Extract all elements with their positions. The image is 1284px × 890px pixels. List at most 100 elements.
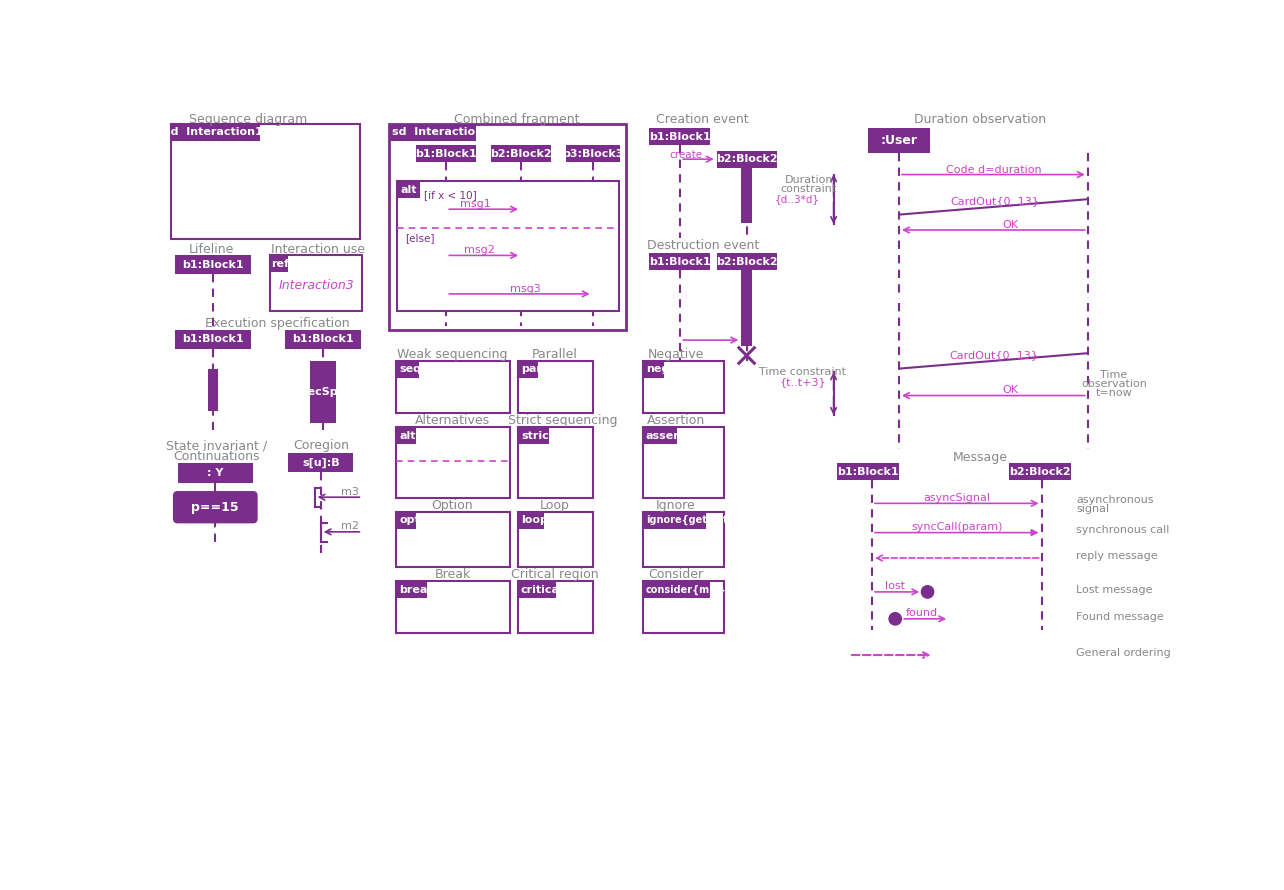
Bar [643,427,677,444]
FancyBboxPatch shape [173,491,258,523]
Bar [517,512,593,567]
Text: Assertion: Assertion [647,415,705,427]
Text: Parallel: Parallel [532,348,578,361]
Bar [741,167,752,223]
Text: Lost message: Lost message [1076,586,1153,595]
Bar [566,145,620,162]
Text: execSpec: execSpec [294,386,353,397]
Text: consider{m,s}: consider{m,s} [646,585,727,595]
Bar [643,361,664,378]
Bar [716,150,777,167]
Bar [285,330,361,349]
Text: General ordering: General ordering [1076,649,1171,659]
Text: b2:Block2: b2:Block2 [490,149,552,158]
Bar [397,361,510,413]
Text: Message: Message [953,450,1008,464]
Text: {t..t+3}: {t..t+3} [779,377,826,387]
Text: Duration: Duration [785,175,833,185]
Text: b1:Block1: b1:Block1 [416,149,478,158]
Text: Time constraint: Time constraint [759,367,846,376]
Text: Time: Time [1100,369,1127,380]
Text: s[u]:B: s[u]:B [302,457,339,467]
Text: b1:Block1: b1:Block1 [293,335,354,344]
Text: reply message: reply message [1076,551,1158,561]
Bar [309,361,336,423]
Bar [397,581,510,634]
Text: b2:Block2: b2:Block2 [715,256,777,267]
Text: [if x < 10]: [if x < 10] [424,190,476,200]
Text: Interaction use: Interaction use [271,243,365,255]
Text: break: break [399,585,435,595]
Text: create: create [669,150,702,159]
Text: strict: strict [521,431,553,441]
Bar [175,330,250,349]
Text: Break: Break [434,569,470,581]
Bar [208,368,218,411]
Text: lost: lost [885,581,905,591]
Text: Code d=duration: Code d=duration [946,165,1041,175]
Text: CardOut{0..13}: CardOut{0..13} [951,196,1040,206]
Circle shape [922,586,933,598]
Text: b2:Block2: b2:Block2 [1009,466,1071,477]
Text: sd  Interaction1: sd Interaction1 [164,127,263,137]
Text: Duration observation: Duration observation [914,113,1046,125]
Text: par: par [521,364,542,375]
Bar [389,124,475,141]
Text: Interaction3: Interaction3 [279,279,354,292]
Text: asyncSignal: asyncSignal [923,493,990,503]
Bar [1009,464,1071,481]
Text: : Y: : Y [207,467,223,478]
Bar [397,512,510,567]
Text: Found message: Found message [1076,612,1163,622]
Bar [517,427,548,444]
Text: alt: alt [399,431,416,441]
Bar [397,581,428,598]
Bar [643,361,723,413]
Text: Ignore: Ignore [656,499,696,512]
Bar [868,128,930,153]
Text: Consider: Consider [648,569,704,581]
Text: p==15: p==15 [191,501,239,514]
Bar [270,255,289,272]
Bar [397,182,619,311]
Bar [643,581,710,598]
Text: syncCall(param): syncCall(param) [912,522,1003,532]
Bar [389,124,627,330]
Bar [517,581,593,634]
Text: CardOut{0..13}: CardOut{0..13} [949,350,1039,360]
Bar [741,270,752,345]
Text: asynchronous: asynchronous [1076,495,1153,506]
Text: OK: OK [1003,221,1018,231]
Bar [716,253,777,270]
Text: :User: :User [881,134,918,147]
Text: Coregion: Coregion [294,439,349,452]
Text: m3: m3 [342,487,360,497]
Bar [270,255,362,311]
Text: assert: assert [646,431,684,441]
Text: found: found [907,608,939,618]
Bar [490,145,551,162]
Text: msg2: msg2 [464,245,494,255]
Bar [397,427,416,444]
Bar [517,581,556,598]
Text: t=now: t=now [1095,388,1132,398]
Text: b3:Block3: b3:Block3 [562,149,623,158]
Text: Alternatives: Alternatives [415,415,490,427]
Bar [289,453,353,472]
Text: alt: alt [401,185,416,195]
Text: b1:Block1: b1:Block1 [648,132,710,142]
Text: [else]: [else] [404,232,434,243]
Text: Option: Option [431,499,474,512]
Text: constraint: constraint [781,184,837,194]
Bar [517,512,544,529]
Bar [175,255,250,274]
Bar [643,427,723,498]
Bar [648,128,710,145]
Text: b1:Block1: b1:Block1 [182,335,244,344]
Text: Lifeline: Lifeline [189,243,234,255]
Text: Execution specification: Execution specification [205,318,351,330]
Bar [643,512,706,529]
Bar [397,182,420,198]
Text: Negative: Negative [647,348,704,361]
Bar [397,512,416,529]
